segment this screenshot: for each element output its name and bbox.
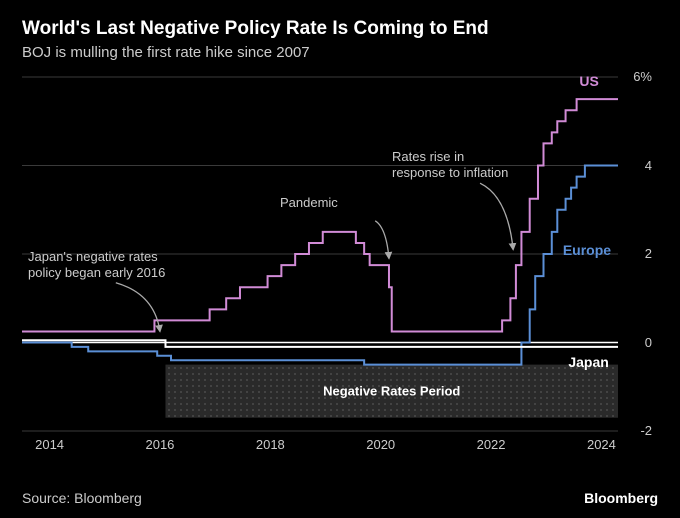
x-axis-tick: 2020 bbox=[366, 437, 395, 452]
x-axis-tick: 2016 bbox=[145, 437, 174, 452]
x-axis-tick: 2024 bbox=[587, 437, 616, 452]
y-axis-tick: 2 bbox=[622, 246, 652, 261]
chart-source: Source: Bloomberg bbox=[22, 490, 142, 506]
chart-plot-area: -20246%201420162018202020222024USEuropeJ… bbox=[22, 71, 658, 484]
chart-title: World's Last Negative Policy Rate Is Com… bbox=[22, 18, 658, 40]
chart-subtitle: BOJ is mulling the first rate hike since… bbox=[22, 44, 658, 61]
x-axis-tick: 2014 bbox=[35, 437, 64, 452]
y-axis-tick: 6% bbox=[622, 69, 652, 84]
y-axis-tick: -2 bbox=[622, 423, 652, 438]
y-axis-tick: 0 bbox=[622, 335, 652, 350]
x-axis-tick: 2022 bbox=[477, 437, 506, 452]
brand-label: Bloomberg bbox=[584, 490, 658, 506]
y-axis-tick: 4 bbox=[622, 158, 652, 173]
x-axis-tick: 2018 bbox=[256, 437, 285, 452]
